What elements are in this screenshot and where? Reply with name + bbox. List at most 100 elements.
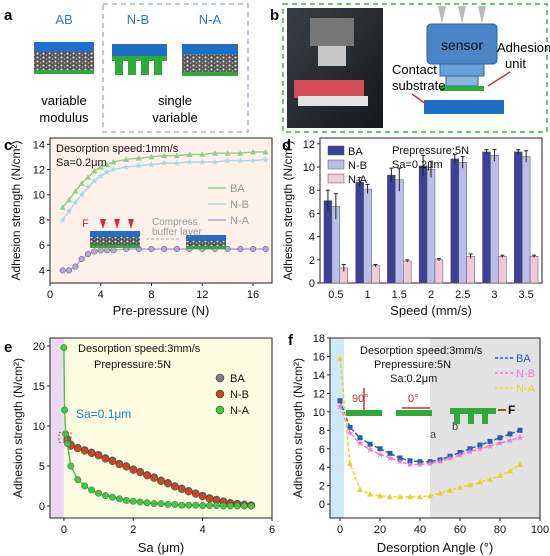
y-tick-label: 5 <box>39 461 45 473</box>
y-tick-label: 10 <box>303 162 315 174</box>
f-series-group-2 <box>337 355 523 500</box>
c-series-0-point <box>148 153 155 160</box>
y-tick-label: 15 <box>33 381 45 393</box>
panel-a: a AB variable modulus N-B N-A single var… <box>4 3 249 133</box>
c-series-0-point <box>186 151 193 157</box>
f-series-0-point <box>357 435 363 441</box>
e-series-1-point <box>73 444 82 453</box>
caption-right-2: variable <box>152 110 198 125</box>
annotation: Sa=0.2μm <box>392 159 443 171</box>
legend-label: N-B <box>230 389 249 401</box>
x-tick-label: 4 <box>200 524 206 536</box>
f-series-2-point <box>467 481 473 488</box>
y-tick-label: 8 <box>319 425 325 437</box>
d-bar-0 <box>482 151 491 284</box>
ab-substrate <box>34 42 94 52</box>
e-series-1-point <box>115 460 124 469</box>
x-tick-label: 6 <box>269 524 275 536</box>
e-series-2-point <box>171 500 179 508</box>
legend-swatch <box>215 389 225 399</box>
legend-swatch <box>215 373 225 383</box>
d-bar-2 <box>529 256 539 284</box>
e-series-2-point <box>178 501 186 509</box>
c-series-1-point: ★ <box>224 156 232 166</box>
c-series-2-point <box>91 248 98 255</box>
schematic-pillar <box>482 414 488 424</box>
f-series-2-point <box>407 493 413 500</box>
f-series-0-point <box>517 427 523 433</box>
f-series-1-line <box>339 406 521 466</box>
f-series-1-point: ★ <box>506 435 514 445</box>
c-series-0-point <box>91 167 98 174</box>
e-series-1-point <box>94 451 103 460</box>
y-tick-label: 10 <box>33 421 45 433</box>
panel-b: b sensor Adhesion unit Contact substrate <box>270 3 550 133</box>
y-tick-label: 6 <box>319 444 325 456</box>
e-series-2-point <box>60 344 68 351</box>
c-series-1-point: ★ <box>249 156 257 166</box>
f-series-2-point <box>377 492 383 499</box>
y-tick-label: 6 <box>39 240 45 252</box>
y-tick-label: 16 <box>313 351 325 363</box>
panel-letter-c: c <box>4 137 12 154</box>
c-series-2-point <box>161 245 168 252</box>
highlight-band <box>50 338 64 518</box>
legend-swatch <box>215 405 225 415</box>
f-series-group-1: ★★★★ ★ ★ ★ ★ ★ ★ ★ ★ ★ ★ ★ ★ ★ ★ ★ <box>336 401 524 469</box>
x-tick-label: 1.5 <box>392 289 407 301</box>
y-tick-label: 2 <box>309 255 315 267</box>
legend-label: BA <box>230 183 245 195</box>
f-series-group-0 <box>337 398 523 465</box>
label-ab: AB <box>55 12 72 27</box>
c-series-0-point <box>224 150 231 156</box>
c-series-1-point: ★ <box>160 158 168 168</box>
inset-base <box>90 245 140 248</box>
e-series-1-point <box>171 482 179 491</box>
x-axis-label: Speed (mm/s) <box>390 303 472 318</box>
angle-label: 90° <box>352 393 369 405</box>
e-series-2-point <box>122 496 130 504</box>
e-series-2-point <box>109 493 116 501</box>
force-label: F <box>508 403 515 417</box>
d-bar-0 <box>514 151 523 284</box>
f-series-2-point <box>447 487 453 493</box>
f-series-0-point <box>457 449 463 455</box>
annotation: Prepressure:5N <box>94 359 171 371</box>
caption-right-1: single <box>158 93 192 108</box>
y-axis-label: Adhesion strength (N/cm²) <box>9 140 23 280</box>
x-tick-label: 60 <box>454 524 466 536</box>
legend-label: N-A <box>516 383 536 395</box>
y-tick-label: 0 <box>39 501 45 513</box>
e-series-1-point <box>136 468 144 477</box>
legend-label: N-A <box>230 405 250 417</box>
panel-d-chart: 0 2 4 6 8 10 12 0.5 1 1.5 2 2.5 3 3.5 Speed (mm/s) Adhe… <box>281 137 543 318</box>
c-series-1-point: ★ <box>262 154 270 164</box>
x-tick-label: 0 <box>47 289 53 301</box>
e-series-2-point <box>61 406 68 414</box>
e-series-1-point <box>157 477 165 486</box>
f-series-1-point: ★ <box>336 401 344 411</box>
x-tick-label: 100 <box>531 524 549 536</box>
d-bar-0 <box>450 158 460 284</box>
f-series-1-point: ★ <box>426 459 434 469</box>
schematic-pillar <box>468 414 474 424</box>
nb-plate <box>112 56 167 61</box>
f-series-2-point <box>387 493 393 500</box>
inset-base-2 <box>186 246 226 249</box>
e-series-2-point <box>150 500 158 507</box>
e-series-2-point <box>88 486 96 494</box>
x-axis-label: Pre-pressure (N) <box>113 303 210 318</box>
y-axis-label: Adhesion strength (N/cm²) <box>281 140 295 280</box>
c-series-1-point: ★ <box>122 162 130 172</box>
f-series-1-point: ★ <box>356 438 364 448</box>
e-series-2-point <box>213 502 220 509</box>
y-tick-label: 12 <box>303 139 315 151</box>
y-tick-label: 0 <box>309 278 315 290</box>
c-series-1-point: ★ <box>90 176 98 186</box>
y-axis-label: Adhesion strength (N/cm²) <box>291 358 305 498</box>
c-series-1-point: ★ <box>78 190 86 200</box>
y-tick-label: 14 <box>313 370 325 382</box>
contact-label-1: Contact <box>392 62 437 77</box>
